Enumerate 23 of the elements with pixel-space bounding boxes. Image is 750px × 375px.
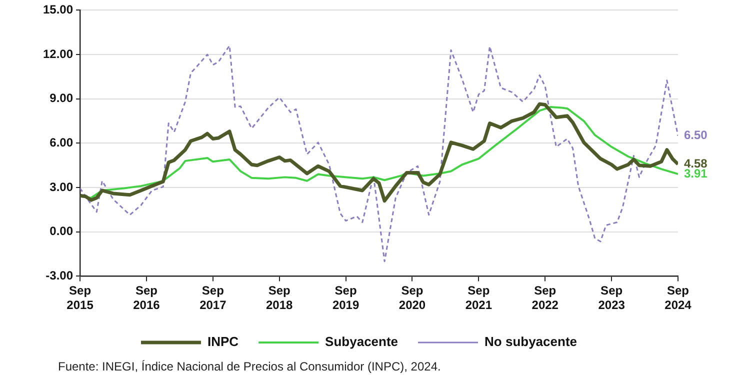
x-tick-label: Sep 2019 — [332, 284, 360, 312]
y-tick-label: 12.00 — [43, 46, 74, 61]
y-tick-label: 3.00 — [50, 180, 74, 194]
x-tick-label: Sep 2015 — [66, 284, 94, 312]
x-tick-label: Sep 2021 — [465, 284, 492, 312]
x-tick-label: Sep 2017 — [200, 284, 227, 312]
x-tick-label: Sep 2016 — [133, 284, 160, 312]
line-series — [80, 44, 678, 262]
x-tick-label: Sep 2024 — [664, 284, 692, 312]
data-label: 6.50 — [684, 128, 708, 142]
y-tick-label: 6.00 — [50, 136, 74, 150]
legend-label: Subyacente — [325, 334, 398, 350]
y-tick-label: 9.00 — [50, 91, 74, 106]
x-tick-label: Sep 2020 — [398, 284, 426, 312]
legend-label: INPC — [208, 334, 240, 350]
y-tick-label: -3.00 — [46, 268, 74, 283]
x-tick-label: Sep 2022 — [532, 284, 559, 312]
legend-label: No subyacente — [484, 334, 578, 350]
y-tick-label: 0.00 — [50, 224, 74, 238]
source-note: Fuente: INEGI, Índice Nacional de Precios al Consumidor (INPC), 2024. — [58, 359, 441, 374]
y-tick-label: 15.00 — [43, 2, 74, 17]
x-tick-label: Sep 2023 — [598, 284, 626, 312]
x-tick-label: Sep 2018 — [266, 284, 294, 312]
